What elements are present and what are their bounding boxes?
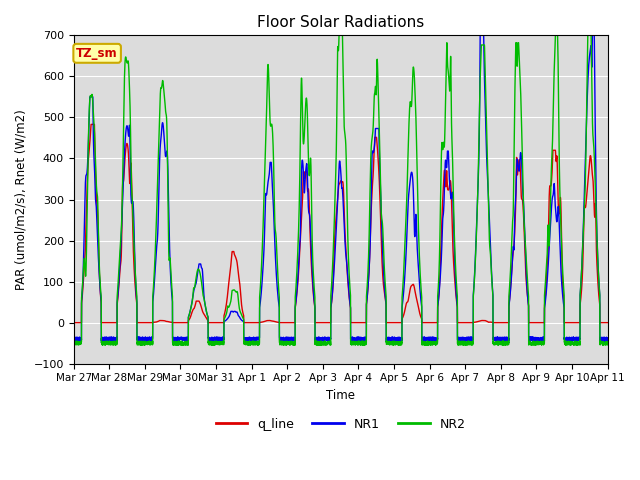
NR1 <box>280 338 288 344</box>
NR2 <box>491 341 499 347</box>
NR1 <box>70 336 77 341</box>
q_line <box>604 320 612 325</box>
q_line <box>604 320 611 325</box>
Text: TZ_sm: TZ_sm <box>76 47 118 60</box>
Line: NR1: NR1 <box>74 29 608 341</box>
Line: q_line: q_line <box>74 124 608 323</box>
NR2 <box>460 338 468 344</box>
NR2 <box>604 339 612 345</box>
NR1 <box>431 337 438 343</box>
NR1 <box>460 337 468 343</box>
q_line <box>321 320 328 325</box>
NR1 <box>604 338 611 344</box>
NR2 <box>70 340 77 346</box>
NR2 <box>166 255 173 261</box>
q_line <box>70 320 77 325</box>
NR1 <box>321 337 328 343</box>
Title: Floor Solar Radiations: Floor Solar Radiations <box>257 15 424 30</box>
q_line <box>431 320 438 325</box>
X-axis label: Time: Time <box>326 389 355 402</box>
q_line <box>491 320 499 325</box>
NR2 <box>431 340 438 346</box>
q_line <box>460 320 468 325</box>
NR1 <box>476 26 484 32</box>
NR1 <box>491 337 499 343</box>
NR2 <box>584 26 592 32</box>
Y-axis label: PAR (umol/m2/s), Rnet (W/m2): PAR (umol/m2/s), Rnet (W/m2) <box>15 109 28 290</box>
Legend: q_line, NR1, NR2: q_line, NR1, NR2 <box>211 413 471 436</box>
q_line <box>166 319 173 325</box>
q_line <box>87 121 95 127</box>
NR2 <box>321 341 328 347</box>
NR1 <box>166 246 173 252</box>
NR2 <box>604 340 611 346</box>
NR2 <box>174 342 182 348</box>
Line: NR2: NR2 <box>74 29 608 345</box>
NR1 <box>604 337 612 343</box>
